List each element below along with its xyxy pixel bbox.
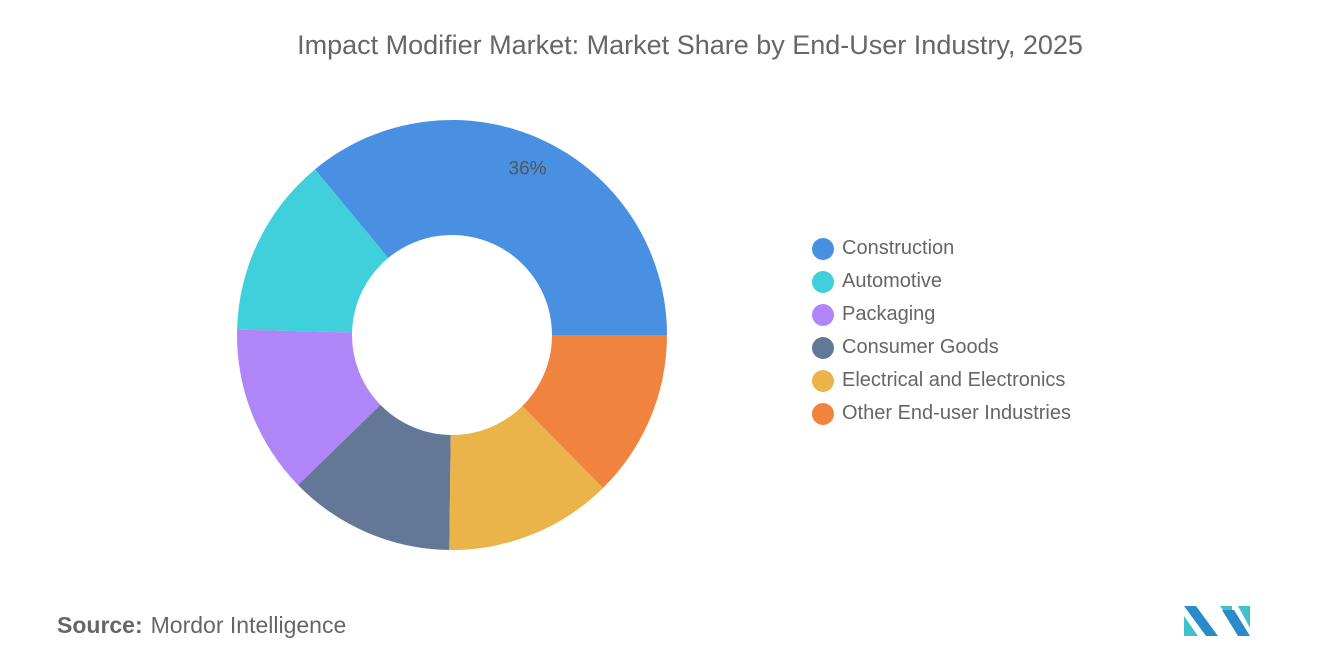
- legend-label: Packaging: [842, 303, 936, 325]
- legend-swatch: [812, 336, 834, 359]
- legend-label: Other End-user Industries: [842, 402, 1071, 424]
- slice-other-end-user-industries: [522, 335, 667, 488]
- legend-swatch: [812, 402, 834, 425]
- legend-swatch: [812, 270, 834, 293]
- legend-swatch: [812, 369, 834, 392]
- legend-label: Automotive: [842, 270, 943, 292]
- data-label: 36%: [509, 158, 547, 179]
- source-value: Mordor Intelligence: [150, 612, 347, 638]
- slice-consumer-goods: [298, 404, 451, 550]
- slice-construction: [314, 119, 667, 335]
- legend-item: Construction: [812, 232, 1071, 265]
- legend-swatch: [812, 237, 834, 260]
- legend-label: Construction: [842, 237, 955, 259]
- legend-item: Consumer Goods: [812, 331, 1071, 364]
- mordor-logo-icon: [1184, 606, 1250, 636]
- legend-item: Automotive: [812, 265, 1071, 298]
- legend-item: Other End-user Industries: [812, 397, 1071, 430]
- legend: Construction Automotive Packaging Consumer …: [812, 232, 1071, 430]
- legend-item: Electrical and Electronics: [812, 364, 1071, 397]
- legend-item: Packaging: [812, 298, 1071, 331]
- slice-automotive: [237, 169, 389, 333]
- legend-label: Consumer Goods: [842, 336, 999, 358]
- source-label: Source:: [57, 612, 143, 638]
- donut-chart: 36%: [237, 119, 667, 550]
- source-note: Source: Mordor Intelligence: [57, 612, 346, 639]
- legend-label: Electrical and Electronics: [842, 369, 1066, 391]
- slice-electrical-and-electronics: [449, 406, 604, 550]
- legend-swatch: [812, 303, 834, 326]
- chart-title: Impact Modifier Market: Market Share by …: [297, 30, 1083, 60]
- slice-packaging: [237, 329, 381, 486]
